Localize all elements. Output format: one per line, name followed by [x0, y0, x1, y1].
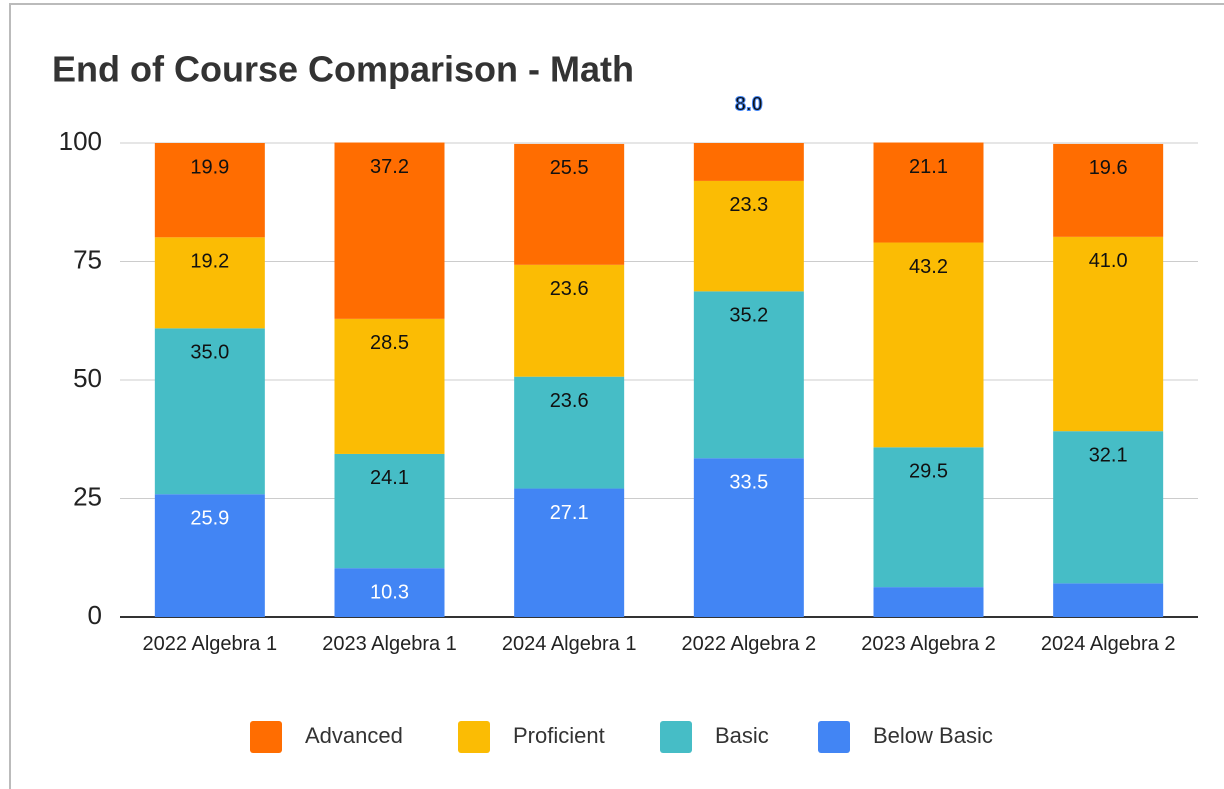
legend-label: Basic — [715, 723, 769, 748]
y-tick-label: 50 — [73, 363, 102, 393]
bar-segment — [693, 291, 804, 459]
bar-segment — [334, 568, 445, 617]
data-label: 43.2 — [909, 256, 948, 278]
data-label: 33.5 — [729, 471, 768, 493]
bar-segment — [1053, 143, 1164, 237]
data-label: 28.5 — [370, 332, 409, 354]
bar-segment — [334, 318, 445, 454]
bar-segment — [873, 142, 984, 243]
legend-label: Advanced — [305, 723, 403, 748]
bar-segment — [873, 447, 984, 588]
x-tick-label: 2024 Algebra 1 — [501, 633, 637, 655]
data-label: 21.1 — [909, 156, 948, 178]
data-label: 25.5 — [550, 157, 589, 179]
data-label: 24.1 — [370, 467, 409, 489]
y-tick-label: 0 — [88, 600, 102, 630]
x-tick-label: 2022 Algebra 1 — [142, 633, 278, 655]
data-label: 8.0 — [735, 93, 763, 115]
bar-segment — [154, 143, 265, 238]
bar-segment — [514, 488, 625, 617]
data-label: 19.9 — [190, 156, 229, 178]
x-tick-label: 2022 Algebra 2 — [681, 633, 817, 655]
bar-segment — [154, 328, 265, 495]
bar-segment — [693, 458, 804, 617]
legend-label: Proficient — [513, 723, 605, 748]
data-label: 32.1 — [1089, 444, 1128, 466]
bar-segment — [154, 237, 265, 329]
legend-swatch — [250, 721, 282, 753]
bar-segment — [514, 264, 625, 377]
y-tick-label: 100 — [59, 126, 102, 156]
bar-segment — [873, 587, 984, 617]
y-tick-label: 25 — [73, 481, 102, 511]
chart-border — [9, 3, 1224, 789]
bar-segment — [1053, 431, 1164, 584]
x-tick-label: 2023 Algebra 2 — [861, 633, 996, 655]
bar-segment — [514, 376, 625, 489]
data-label: 41.0 — [1089, 250, 1128, 272]
data-label: 19.6 — [1089, 157, 1128, 179]
x-tick-label: 2024 Algebra 2 — [1040, 633, 1176, 655]
data-label: 19.2 — [190, 251, 229, 273]
bar-segment — [873, 242, 984, 448]
data-label: 27.1 — [550, 502, 589, 524]
legend-label: Below Basic — [873, 723, 993, 748]
data-label: 23.3 — [729, 194, 768, 216]
legend-swatch — [458, 721, 490, 753]
bar-segment — [693, 143, 804, 181]
data-label: 37.2 — [370, 156, 409, 178]
y-tick-label: 75 — [73, 244, 102, 274]
bar-segment — [514, 143, 625, 265]
x-tick-label: 2023 Algebra 1 — [322, 633, 457, 655]
data-label: 29.5 — [909, 461, 948, 483]
bar-segment — [334, 453, 445, 569]
bar-segment — [154, 494, 265, 617]
data-label: 25.9 — [190, 508, 229, 530]
chart-title: End of Course Comparison - Math — [52, 49, 634, 90]
data-label: 10.3 — [370, 581, 409, 603]
bar-segment — [1053, 583, 1164, 617]
data-label: 35.0 — [190, 342, 229, 364]
bar-segment — [334, 142, 445, 319]
data-label: 23.6 — [550, 390, 589, 412]
legend-swatch — [660, 721, 692, 753]
bar-segment — [1053, 236, 1164, 432]
legend-swatch — [818, 721, 850, 753]
data-label: 35.2 — [729, 305, 768, 327]
data-label: 23.6 — [550, 278, 589, 300]
bar-segment — [693, 180, 804, 292]
